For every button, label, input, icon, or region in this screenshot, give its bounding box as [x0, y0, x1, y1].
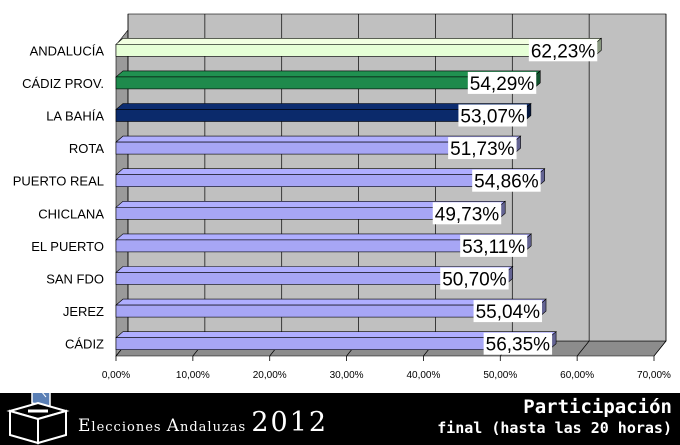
- data-label: 50,70%: [440, 267, 509, 291]
- ballot-box-icon: [6, 393, 70, 445]
- x-tick-label: 0,00%: [102, 370, 130, 381]
- data-label: 55,04%: [473, 300, 543, 323]
- footer-title-initial-e: E: [78, 416, 92, 436]
- data-label: 49,73%: [432, 202, 502, 225]
- category-labels: ANDALUCÍA CÁDIZ PROV. LA BAHÍA ROTA PUERTO R…: [13, 43, 105, 351]
- x-tick-label: 50,00%: [483, 370, 517, 381]
- x-tick-label: 30,00%: [330, 370, 364, 381]
- x-tick-label: 10,00%: [176, 370, 210, 381]
- bar: [115, 37, 603, 57]
- bar-top: [115, 37, 603, 45]
- bar-front: [115, 43, 595, 57]
- data-label: 62,23%: [528, 39, 598, 62]
- data-label: 53,07%: [458, 104, 527, 128]
- category-label: CÁDIZ PROV.: [22, 76, 104, 91]
- footer-year: 2012: [251, 407, 329, 438]
- bar: [115, 265, 514, 286]
- data-label-box: [467, 71, 537, 94]
- footer-subtitle-final: final (hasta las 20 horas): [437, 419, 672, 437]
- data-label-text: 51,73%: [450, 139, 515, 160]
- data-label: 53,11%: [460, 234, 528, 258]
- data-label-text: 50,70%: [442, 270, 507, 291]
- bar: [115, 200, 507, 220]
- category-label: SAN FDO: [46, 272, 104, 287]
- data-label: 54,29%: [467, 71, 537, 95]
- category-label: ANDALUCÍA: [30, 43, 105, 58]
- x-tick-label: 70,00%: [637, 370, 671, 381]
- category-label: ROTA: [69, 141, 104, 156]
- data-label-text: 55,04%: [476, 302, 541, 323]
- data-label-text: 54,29%: [470, 74, 535, 95]
- category-label: CHICLANA: [38, 206, 104, 221]
- data-label-text: 54,86%: [474, 172, 539, 193]
- data-label-box: [472, 169, 541, 192]
- data-label-box: [460, 234, 528, 257]
- data-label-box: [483, 332, 553, 355]
- gridline-floor: [576, 340, 590, 357]
- data-label-text: 62,23%: [531, 41, 596, 62]
- category-label: LA BAHÍA: [46, 109, 104, 124]
- footer-title: Elecciones Andaluzas 2012: [78, 407, 328, 438]
- data-label-box: [528, 39, 598, 62]
- category-label: EL PUERTO: [31, 239, 104, 254]
- bar: [115, 298, 547, 318]
- footer-subtitle-participacion: Participación: [523, 396, 672, 418]
- bar: [115, 135, 522, 155]
- x-tick-labels: 0,00% 10,00% 20,00% 30,00% 40,00% 50,00% 60,00…: [102, 370, 671, 381]
- bar: [115, 102, 532, 123]
- footer-title-initial-a: A: [166, 416, 180, 436]
- bar: [115, 233, 532, 253]
- data-label-text: 53,07%: [460, 107, 525, 128]
- data-label-box: [440, 267, 509, 290]
- participation-bar-chart: ANDALUCÍA CÁDIZ PROV. LA BAHÍA ROTA PUERTO R…: [13, 13, 671, 381]
- category-label: PUERTO REAL: [13, 174, 104, 189]
- data-label: 54,86%: [472, 169, 541, 193]
- bar: [115, 70, 542, 90]
- footer-banner: Elecciones Andaluzas 2012 Participación …: [0, 393, 680, 445]
- data-label-box: [432, 202, 502, 225]
- x-tick-label: 20,00%: [253, 370, 287, 381]
- data-labels: 62,23% 54,29% 53,07% 51,73% 54,86% 49,73% 53,1…: [432, 39, 598, 356]
- data-label-box: [473, 300, 543, 323]
- data-label-box: [458, 104, 527, 127]
- footer-title-word-elecciones: lecciones: [91, 420, 167, 435]
- bar: [115, 331, 557, 351]
- data-label-text: 56,35%: [486, 335, 551, 356]
- x-tick-label: 60,00%: [560, 370, 594, 381]
- gridline-floor: [653, 340, 667, 357]
- data-label-box: [448, 137, 517, 160]
- x-tick-label: 40,00%: [406, 370, 440, 381]
- category-label: JEREZ: [63, 304, 104, 319]
- data-label: 56,35%: [483, 332, 553, 356]
- data-label-text: 49,73%: [435, 204, 500, 225]
- category-label: CÁDIZ: [65, 337, 104, 352]
- footer-title-word-andaluzas: ndaluzas: [179, 420, 252, 435]
- data-label: 51,73%: [448, 137, 517, 160]
- data-label-text: 53,11%: [462, 237, 525, 258]
